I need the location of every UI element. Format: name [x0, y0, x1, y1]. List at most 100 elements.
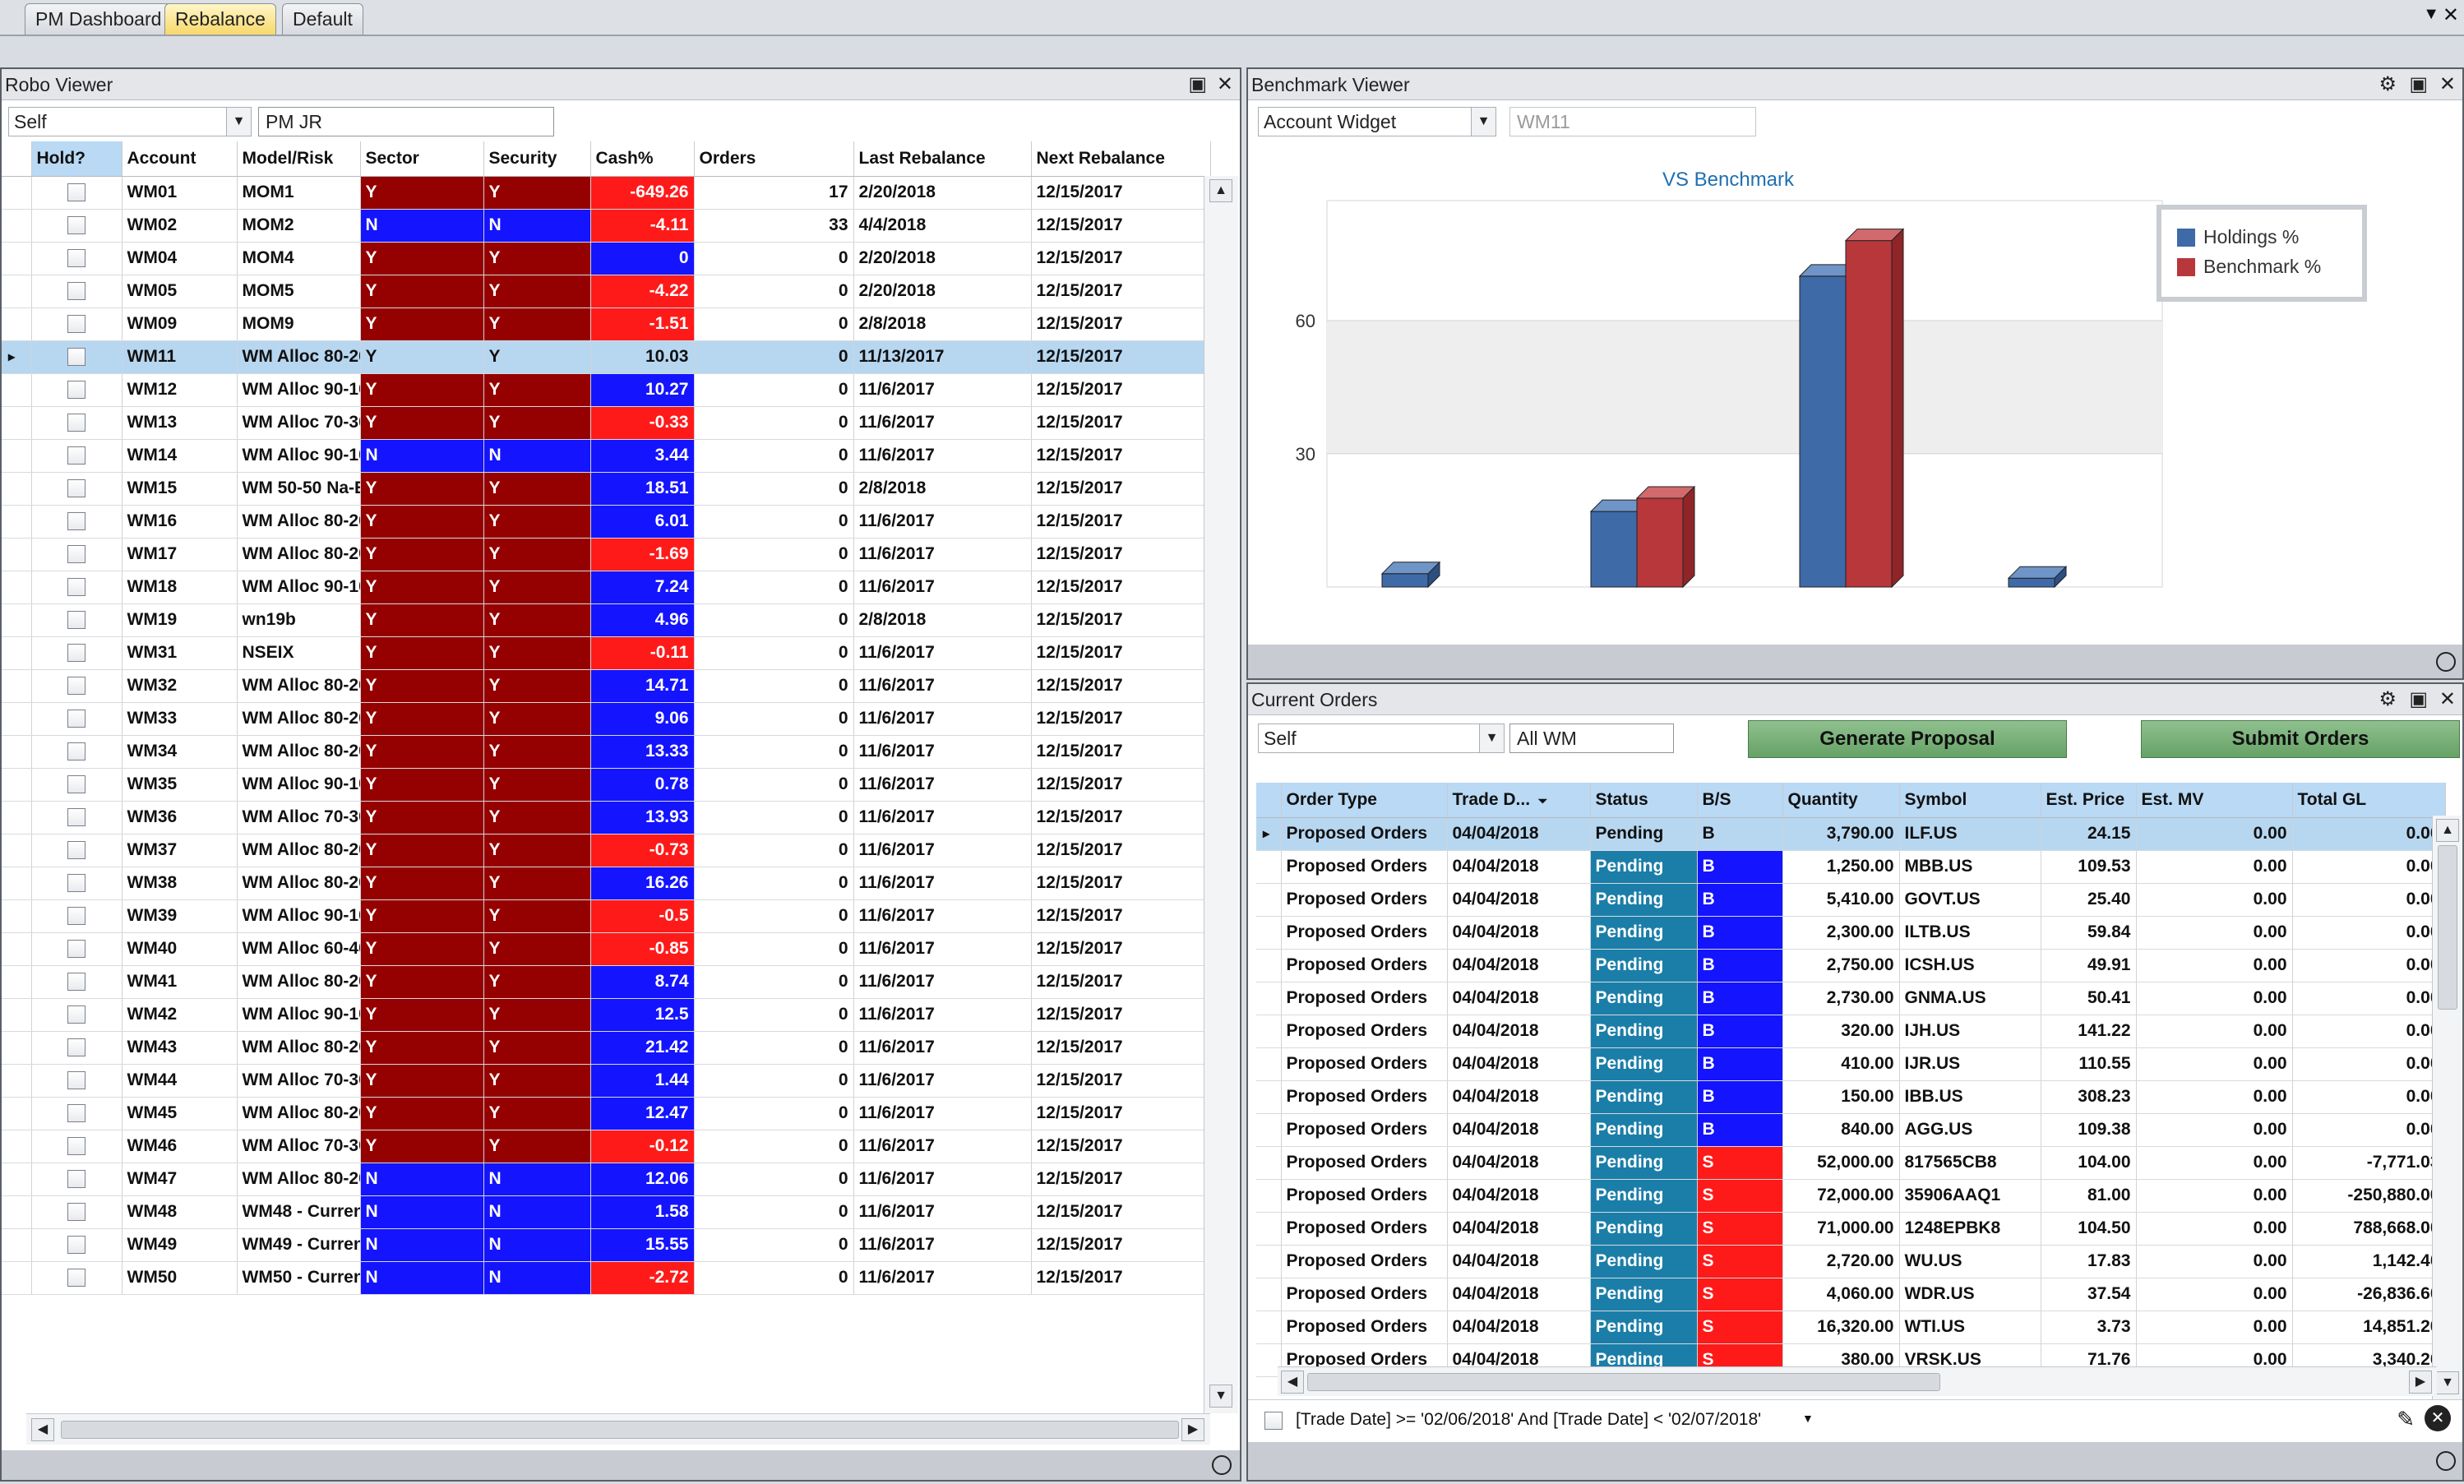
- maximize-icon[interactable]: ▣: [2409, 73, 2428, 95]
- est-mv-cell[interactable]: 0.00: [2136, 916, 2293, 950]
- row-indicator[interactable]: [1256, 1212, 1282, 1246]
- scroll-up-icon[interactable]: ▲: [2436, 819, 2459, 842]
- hold-checkbox[interactable]: [67, 1170, 86, 1189]
- account-cell[interactable]: WM14: [122, 439, 238, 473]
- next-rebalance-cell[interactable]: 12/15/2017: [1031, 1097, 1211, 1130]
- model-risk-cell[interactable]: MOM5: [237, 275, 361, 308]
- model-risk-cell[interactable]: WM Alloc 70-30: [237, 1130, 361, 1163]
- orders-cell[interactable]: 0: [694, 439, 854, 473]
- last-rebalance-cell[interactable]: 11/6/2017: [853, 1064, 1032, 1098]
- est-mv-cell[interactable]: 0.00: [2136, 1245, 2293, 1278]
- security-cell[interactable]: Y: [483, 571, 591, 604]
- last-rebalance-cell[interactable]: 11/6/2017: [853, 571, 1032, 604]
- est-mv-cell[interactable]: 0.00: [2136, 1278, 2293, 1311]
- last-rebalance-cell[interactable]: 11/6/2017: [853, 834, 1032, 867]
- hold-checkbox[interactable]: [67, 446, 86, 465]
- hold-checkbox[interactable]: [67, 381, 86, 400]
- security-cell[interactable]: Y: [483, 340, 591, 374]
- total-gl-cell[interactable]: 788,668.00: [2292, 1212, 2446, 1246]
- account-cell[interactable]: WM40: [122, 932, 238, 966]
- est-price-cell[interactable]: 308.23: [2041, 1080, 2137, 1114]
- next-rebalance-cell[interactable]: 12/15/2017: [1031, 307, 1211, 341]
- model-risk-cell[interactable]: WM Alloc 80-20: [237, 735, 361, 769]
- last-rebalance-cell[interactable]: 11/6/2017: [853, 702, 1032, 736]
- cash-pct-cell[interactable]: -2.72: [590, 1261, 695, 1295]
- hold-checkbox[interactable]: [67, 282, 86, 301]
- security-cell[interactable]: Y: [483, 965, 591, 999]
- buy-sell-cell[interactable]: S: [1697, 1278, 1783, 1311]
- trade-date-cell[interactable]: 04/04/2018: [1447, 1015, 1591, 1048]
- order-type-cell[interactable]: Proposed Orders: [1281, 982, 1448, 1015]
- buy-sell-cell[interactable]: S: [1697, 1179, 1783, 1213]
- close-icon[interactable]: ✕: [1216, 73, 1233, 95]
- account-cell[interactable]: WM31: [122, 636, 238, 670]
- account-cell[interactable]: WM36: [122, 801, 238, 834]
- cash-pct-cell[interactable]: 21.42: [590, 1031, 695, 1065]
- last-rebalance-cell[interactable]: 11/6/2017: [853, 505, 1032, 539]
- last-rebalance-cell[interactable]: 11/6/2017: [853, 998, 1032, 1032]
- symbol-cell[interactable]: GOVT.US: [1899, 883, 2041, 917]
- est-mv-cell[interactable]: 0.00: [2136, 850, 2293, 884]
- account-cell[interactable]: WM43: [122, 1031, 238, 1065]
- security-cell[interactable]: Y: [483, 834, 591, 867]
- table-row[interactable]: WM34 WM Alloc 80-20 Y Y 13.33 0 11/6/2017 12/15…: [2, 735, 1211, 769]
- cash-pct-cell[interactable]: 16.26: [590, 867, 695, 900]
- model-risk-cell[interactable]: WM Alloc 80-20: [237, 669, 361, 703]
- column-header-buy-sell[interactable]: B/S: [1697, 783, 1783, 818]
- security-cell[interactable]: N: [483, 1163, 591, 1196]
- sector-cell[interactable]: Y: [360, 768, 484, 802]
- sector-cell[interactable]: Y: [360, 373, 484, 407]
- column-header-total-gl[interactable]: Total GL: [2292, 783, 2446, 818]
- next-rebalance-cell[interactable]: 12/15/2017: [1031, 1163, 1211, 1196]
- sector-cell[interactable]: Y: [360, 998, 484, 1032]
- cash-pct-cell[interactable]: 14.71: [590, 669, 695, 703]
- trade-date-cell[interactable]: 04/04/2018: [1447, 949, 1591, 982]
- orders-cell[interactable]: 0: [694, 1228, 854, 1262]
- symbol-cell[interactable]: IJR.US: [1899, 1047, 2041, 1081]
- robo-search-input[interactable]: PM JR: [258, 107, 554, 136]
- quantity-cell[interactable]: 840.00: [1782, 1113, 1900, 1147]
- sector-cell[interactable]: Y: [360, 834, 484, 867]
- sector-cell[interactable]: N: [360, 1261, 484, 1295]
- cash-pct-cell[interactable]: 4.96: [590, 603, 695, 637]
- model-risk-cell[interactable]: NSEIX: [237, 636, 361, 670]
- trade-date-cell[interactable]: 04/04/2018: [1447, 1278, 1591, 1311]
- row-indicator[interactable]: [2, 406, 32, 440]
- table-row[interactable]: WM37 WM Alloc 80-20 Y Y -0.73 0 11/6/2017 12/15…: [2, 834, 1211, 867]
- hold-checkbox[interactable]: [67, 479, 86, 498]
- order-type-cell[interactable]: Proposed Orders: [1281, 949, 1448, 982]
- row-indicator[interactable]: [2, 472, 32, 506]
- next-rebalance-cell[interactable]: 12/15/2017: [1031, 505, 1211, 539]
- account-cell[interactable]: WM12: [122, 373, 238, 407]
- next-rebalance-cell[interactable]: 12/15/2017: [1031, 1064, 1211, 1098]
- tab-rebalance[interactable]: Rebalance: [164, 3, 276, 35]
- order-type-cell[interactable]: Proposed Orders: [1281, 1146, 1448, 1180]
- last-rebalance-cell[interactable]: 11/6/2017: [853, 439, 1032, 473]
- row-indicator[interactable]: [2, 1130, 32, 1163]
- hold-checkbox[interactable]: [67, 677, 86, 696]
- quantity-cell[interactable]: 2,730.00: [1782, 982, 1900, 1015]
- scroll-left-icon[interactable]: ◀: [1281, 1371, 1304, 1394]
- security-cell[interactable]: Y: [483, 1130, 591, 1163]
- row-indicator[interactable]: [1256, 850, 1282, 884]
- quantity-cell[interactable]: 4,060.00: [1782, 1278, 1900, 1311]
- row-indicator[interactable]: [1256, 1015, 1282, 1048]
- last-rebalance-cell[interactable]: 11/6/2017: [853, 867, 1032, 900]
- security-cell[interactable]: Y: [483, 899, 591, 933]
- model-risk-cell[interactable]: WM Alloc 80-20: [237, 702, 361, 736]
- buy-sell-cell[interactable]: B: [1697, 1015, 1783, 1048]
- account-cell[interactable]: WM18: [122, 571, 238, 604]
- orders-cell[interactable]: 0: [694, 1097, 854, 1130]
- account-cell[interactable]: WM05: [122, 275, 238, 308]
- model-risk-cell[interactable]: WM Alloc 80-20: [237, 505, 361, 539]
- sector-cell[interactable]: Y: [360, 176, 484, 210]
- sector-cell[interactable]: Y: [360, 505, 484, 539]
- sector-cell[interactable]: Y: [360, 735, 484, 769]
- sector-cell[interactable]: Y: [360, 669, 484, 703]
- last-rebalance-cell[interactable]: 11/6/2017: [853, 1097, 1032, 1130]
- trade-date-cell[interactable]: 04/04/2018: [1447, 1080, 1591, 1114]
- hold-checkbox[interactable]: [67, 216, 86, 235]
- account-cell[interactable]: WM33: [122, 702, 238, 736]
- row-indicator[interactable]: [2, 735, 32, 769]
- security-cell[interactable]: Y: [483, 867, 591, 900]
